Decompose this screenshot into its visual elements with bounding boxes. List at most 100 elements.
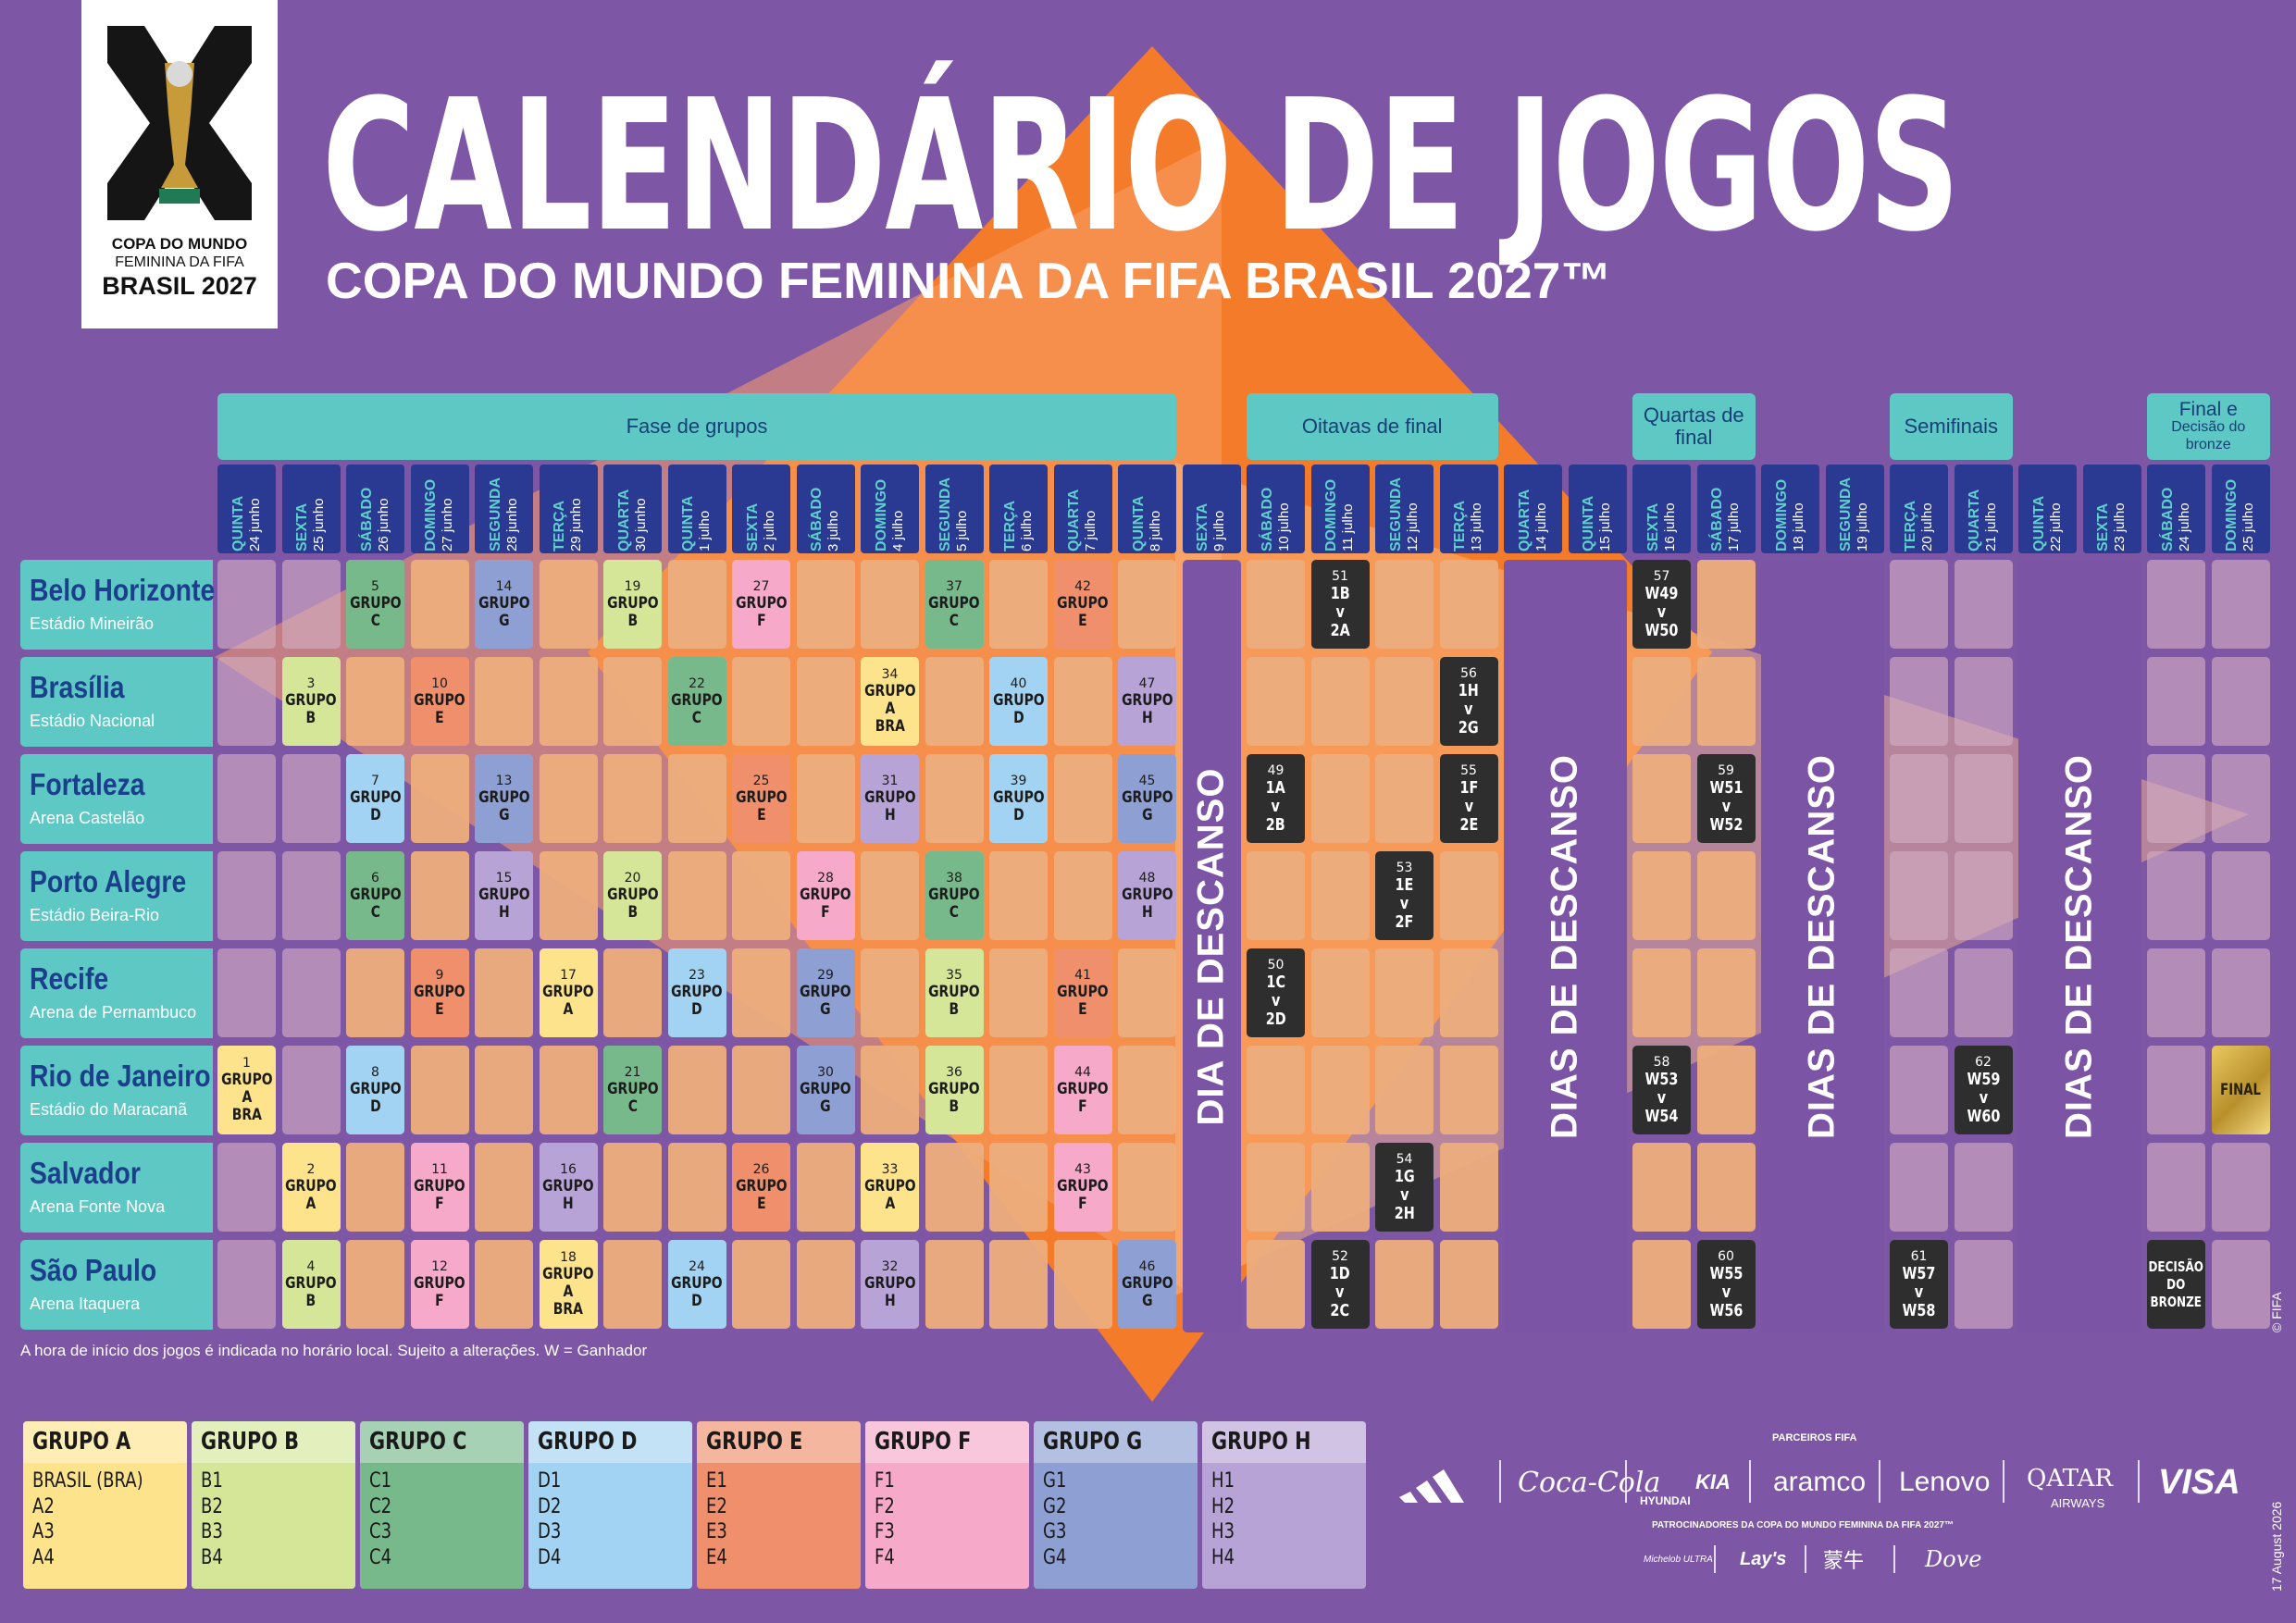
- group-match: 14 GRUPO G: [475, 560, 533, 649]
- group-match: 12 GRUPO F: [410, 1240, 469, 1329]
- adidas-logo-icon: [1399, 1469, 1464, 1503]
- group-team: F2: [875, 1494, 1029, 1520]
- schedule-cell: [989, 948, 1048, 1037]
- day-header: QUARTA 7 julho: [1053, 465, 1112, 553]
- group-team-list: C1 C2 C3 C4: [360, 1463, 524, 1570]
- knockout-match: 60 W55 v W56: [1696, 1240, 1756, 1329]
- schedule-cell: [1632, 754, 1691, 843]
- phase-label-line-2: Decisão do bronze: [2171, 418, 2246, 452]
- match-label: GRUPO E: [1057, 593, 1109, 630]
- day-header-text: TERÇA 29 junho: [552, 466, 585, 551]
- schedule-cell: [1310, 657, 1370, 746]
- schedule-cell: [217, 754, 276, 843]
- stadium-name: Estádio Beira-Rio: [30, 906, 160, 924]
- day-header-text: SEXTA 25 junho: [294, 466, 328, 551]
- schedule-cell: [539, 1046, 598, 1134]
- match-number: 23: [689, 967, 705, 983]
- group-team-list: H1 H2 H3 H4: [1202, 1463, 1366, 1570]
- group-match: 41 GRUPO E: [1053, 948, 1112, 1037]
- schedule-cell: [1375, 560, 1433, 649]
- schedule-cell: [1053, 1240, 1112, 1329]
- day-header-text: SÁBADO 17 julho: [1709, 466, 1743, 551]
- rest-day-label: DIAS DE DESCANSO: [1544, 753, 1585, 1139]
- group-team-list: B1 B2 B3 B4: [192, 1463, 355, 1570]
- group-team: H1: [1211, 1468, 1366, 1494]
- knockout-match: 57 W49 v W50: [1632, 560, 1691, 649]
- match-number: 21: [624, 1064, 641, 1080]
- match-number: 22: [689, 675, 705, 691]
- schedule-cell: [861, 560, 919, 649]
- group-match: 39 GRUPO D: [989, 754, 1048, 843]
- day-header-text: QUINTA 15 julho: [1581, 466, 1614, 551]
- match-number: 58: [1653, 1054, 1670, 1070]
- logo-line-2: FEMININA DA FIFA: [115, 254, 244, 270]
- match-number: 53: [1396, 860, 1413, 875]
- schedule-cell: [1954, 851, 2013, 940]
- group-title: GRUPO C: [360, 1421, 524, 1463]
- group-team-name: E1: [706, 1469, 727, 1493]
- match-label: GRUPO G: [1121, 1273, 1173, 1310]
- match-number: 10: [431, 675, 448, 691]
- schedule-cell: [1632, 948, 1691, 1037]
- match-label: DECISÃO DO BRONZE: [2148, 1258, 2204, 1310]
- match-number: 32: [881, 1258, 899, 1274]
- schedule-cell: [410, 560, 469, 649]
- match-number: 26: [752, 1161, 770, 1177]
- match-label: GRUPO F: [800, 885, 851, 922]
- footnote: A hora de início dos jogos é indicada no…: [20, 1342, 648, 1359]
- schedule-cell: [346, 657, 404, 746]
- stadium-name: Arena Castelão: [30, 809, 145, 827]
- day-date: 28 junho: [503, 498, 520, 551]
- schedule-cell: [346, 1240, 404, 1329]
- day-header-text: QUARTA 14 julho: [1517, 466, 1550, 551]
- group-team-name: A2: [32, 1494, 55, 1518]
- day-header: TERÇA 20 julho: [1890, 465, 1948, 553]
- group-team: G2: [1043, 1494, 1198, 1520]
- day-date: 1 julho: [697, 510, 713, 551]
- stadium-name: Estádio Mineirão: [30, 614, 155, 633]
- match-number: 7: [371, 773, 379, 788]
- match-label: GRUPO C: [349, 885, 402, 922]
- group-team-name: G2: [1043, 1494, 1067, 1518]
- group-team: F4: [875, 1545, 1029, 1571]
- match-number: 18: [560, 1250, 577, 1265]
- group-match: 34 GRUPO A BRA: [861, 657, 919, 746]
- group-team-name: D4: [538, 1545, 562, 1569]
- schedule-cell: [1247, 1143, 1305, 1232]
- sponsor-dove: Dove: [1925, 1546, 1982, 1572]
- day-header: DOMINGO 25 julho: [2211, 465, 2270, 553]
- day-header: SÁBADO 24 julho: [2147, 465, 2205, 553]
- day-header-text: QUARTA 21 julho: [1967, 466, 2000, 551]
- group-team-name: F1: [875, 1469, 895, 1493]
- day-header: DOMINGO 18 julho: [1761, 465, 1819, 553]
- day-header: QUINTA 15 julho: [1568, 465, 1627, 553]
- match-label: GRUPO G: [478, 787, 530, 824]
- match-label: GRUPO D: [349, 787, 402, 824]
- schedule-cell: [1439, 560, 1498, 649]
- schedule-cell: [1439, 948, 1498, 1037]
- group-match: 44 GRUPO F: [1053, 1046, 1112, 1134]
- match-label: GRUPO H: [1121, 885, 1173, 922]
- day-weekday: SÁBADO: [809, 487, 825, 551]
- phase-label: Fase de grupos: [627, 415, 768, 438]
- final-label: FINAL: [2220, 1081, 2261, 1099]
- group-team: A2: [32, 1494, 187, 1520]
- schedule-cell: [989, 560, 1048, 649]
- day-header: SEXTA 9 julho: [1182, 465, 1241, 553]
- group-match: 23 GRUPO D: [667, 948, 726, 1037]
- schedule-cell: [603, 657, 662, 746]
- partner-hyundai: HYUNDAI: [1640, 1494, 1691, 1507]
- match-label: W59 v W60: [1967, 1069, 2000, 1126]
- match-label: GRUPO B: [606, 593, 659, 630]
- group-team-list: D1 D2 D3 D4: [528, 1463, 692, 1570]
- schedule-cell: [1954, 560, 2013, 649]
- group-match: 9 GRUPO E: [410, 948, 469, 1037]
- schedule-cell: [217, 1143, 276, 1232]
- group-title-text: GRUPO D: [538, 1428, 638, 1456]
- rest-day-label: DIA DE DESCANSO: [1190, 767, 1232, 1125]
- city-name: Fortaleza: [30, 767, 145, 801]
- schedule-cell: [475, 948, 533, 1037]
- day-date: 24 junho: [246, 498, 263, 551]
- day-date: 8 julho: [1147, 510, 1163, 551]
- match-label: GRUPO A: [542, 982, 594, 1019]
